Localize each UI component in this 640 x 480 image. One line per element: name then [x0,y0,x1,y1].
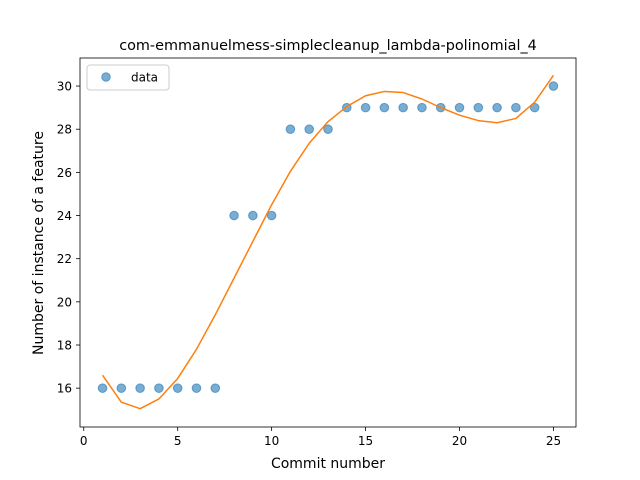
data-point [172,383,183,393]
data-point [97,383,108,393]
y-tick-label: 20 [57,295,72,309]
data-point [492,102,502,113]
x-tick-label: 25 [546,434,561,448]
x-tick-label: 0 [80,434,88,448]
data-point [229,210,239,221]
data-point [266,210,277,221]
data-point [473,102,484,113]
data-point [135,383,145,393]
data-point [323,124,333,135]
x-axis-label: Commit number [271,456,385,472]
legend-label: data [131,71,158,85]
legend-box [86,64,170,91]
axes: 0 5 10 15 20 25 16 18 20 22 24 26 28 30 [57,57,577,448]
y-tick-label: 30 [57,80,72,94]
plot-area [97,74,559,410]
chart-title: com-emmanuelmess-simplecleanup_lambda-po… [119,38,537,54]
y-tick-label: 18 [57,339,72,353]
data-point [285,124,296,135]
data-point [360,102,371,113]
data-point [511,102,521,113]
data-point [398,102,408,113]
x-tick-label: 10 [264,434,279,448]
fit-line [101,74,555,410]
legend-marker [101,72,111,82]
data-point [304,124,315,135]
data-point [248,210,258,221]
legend: data [86,64,170,91]
y-tick-label: 28 [57,123,72,137]
data-point [454,102,465,113]
x-tick-label: 20 [452,434,467,448]
data-point [116,383,127,393]
data-point [548,81,559,91]
y-tick-label: 22 [57,252,72,266]
x-tick-label: 5 [174,434,182,448]
data-point [210,383,221,393]
y-tick-label: 24 [57,209,72,223]
data-point [529,102,540,113]
data-point [154,383,164,393]
x-tick-label: 15 [358,434,373,448]
data-point [417,102,427,113]
y-tick-label: 26 [57,166,72,180]
data-point [191,383,202,393]
data-point [379,102,390,113]
y-tick-label: 16 [57,382,72,396]
y-axis-label: Number of instance of a feature [31,131,47,355]
axes-frame [79,57,577,428]
